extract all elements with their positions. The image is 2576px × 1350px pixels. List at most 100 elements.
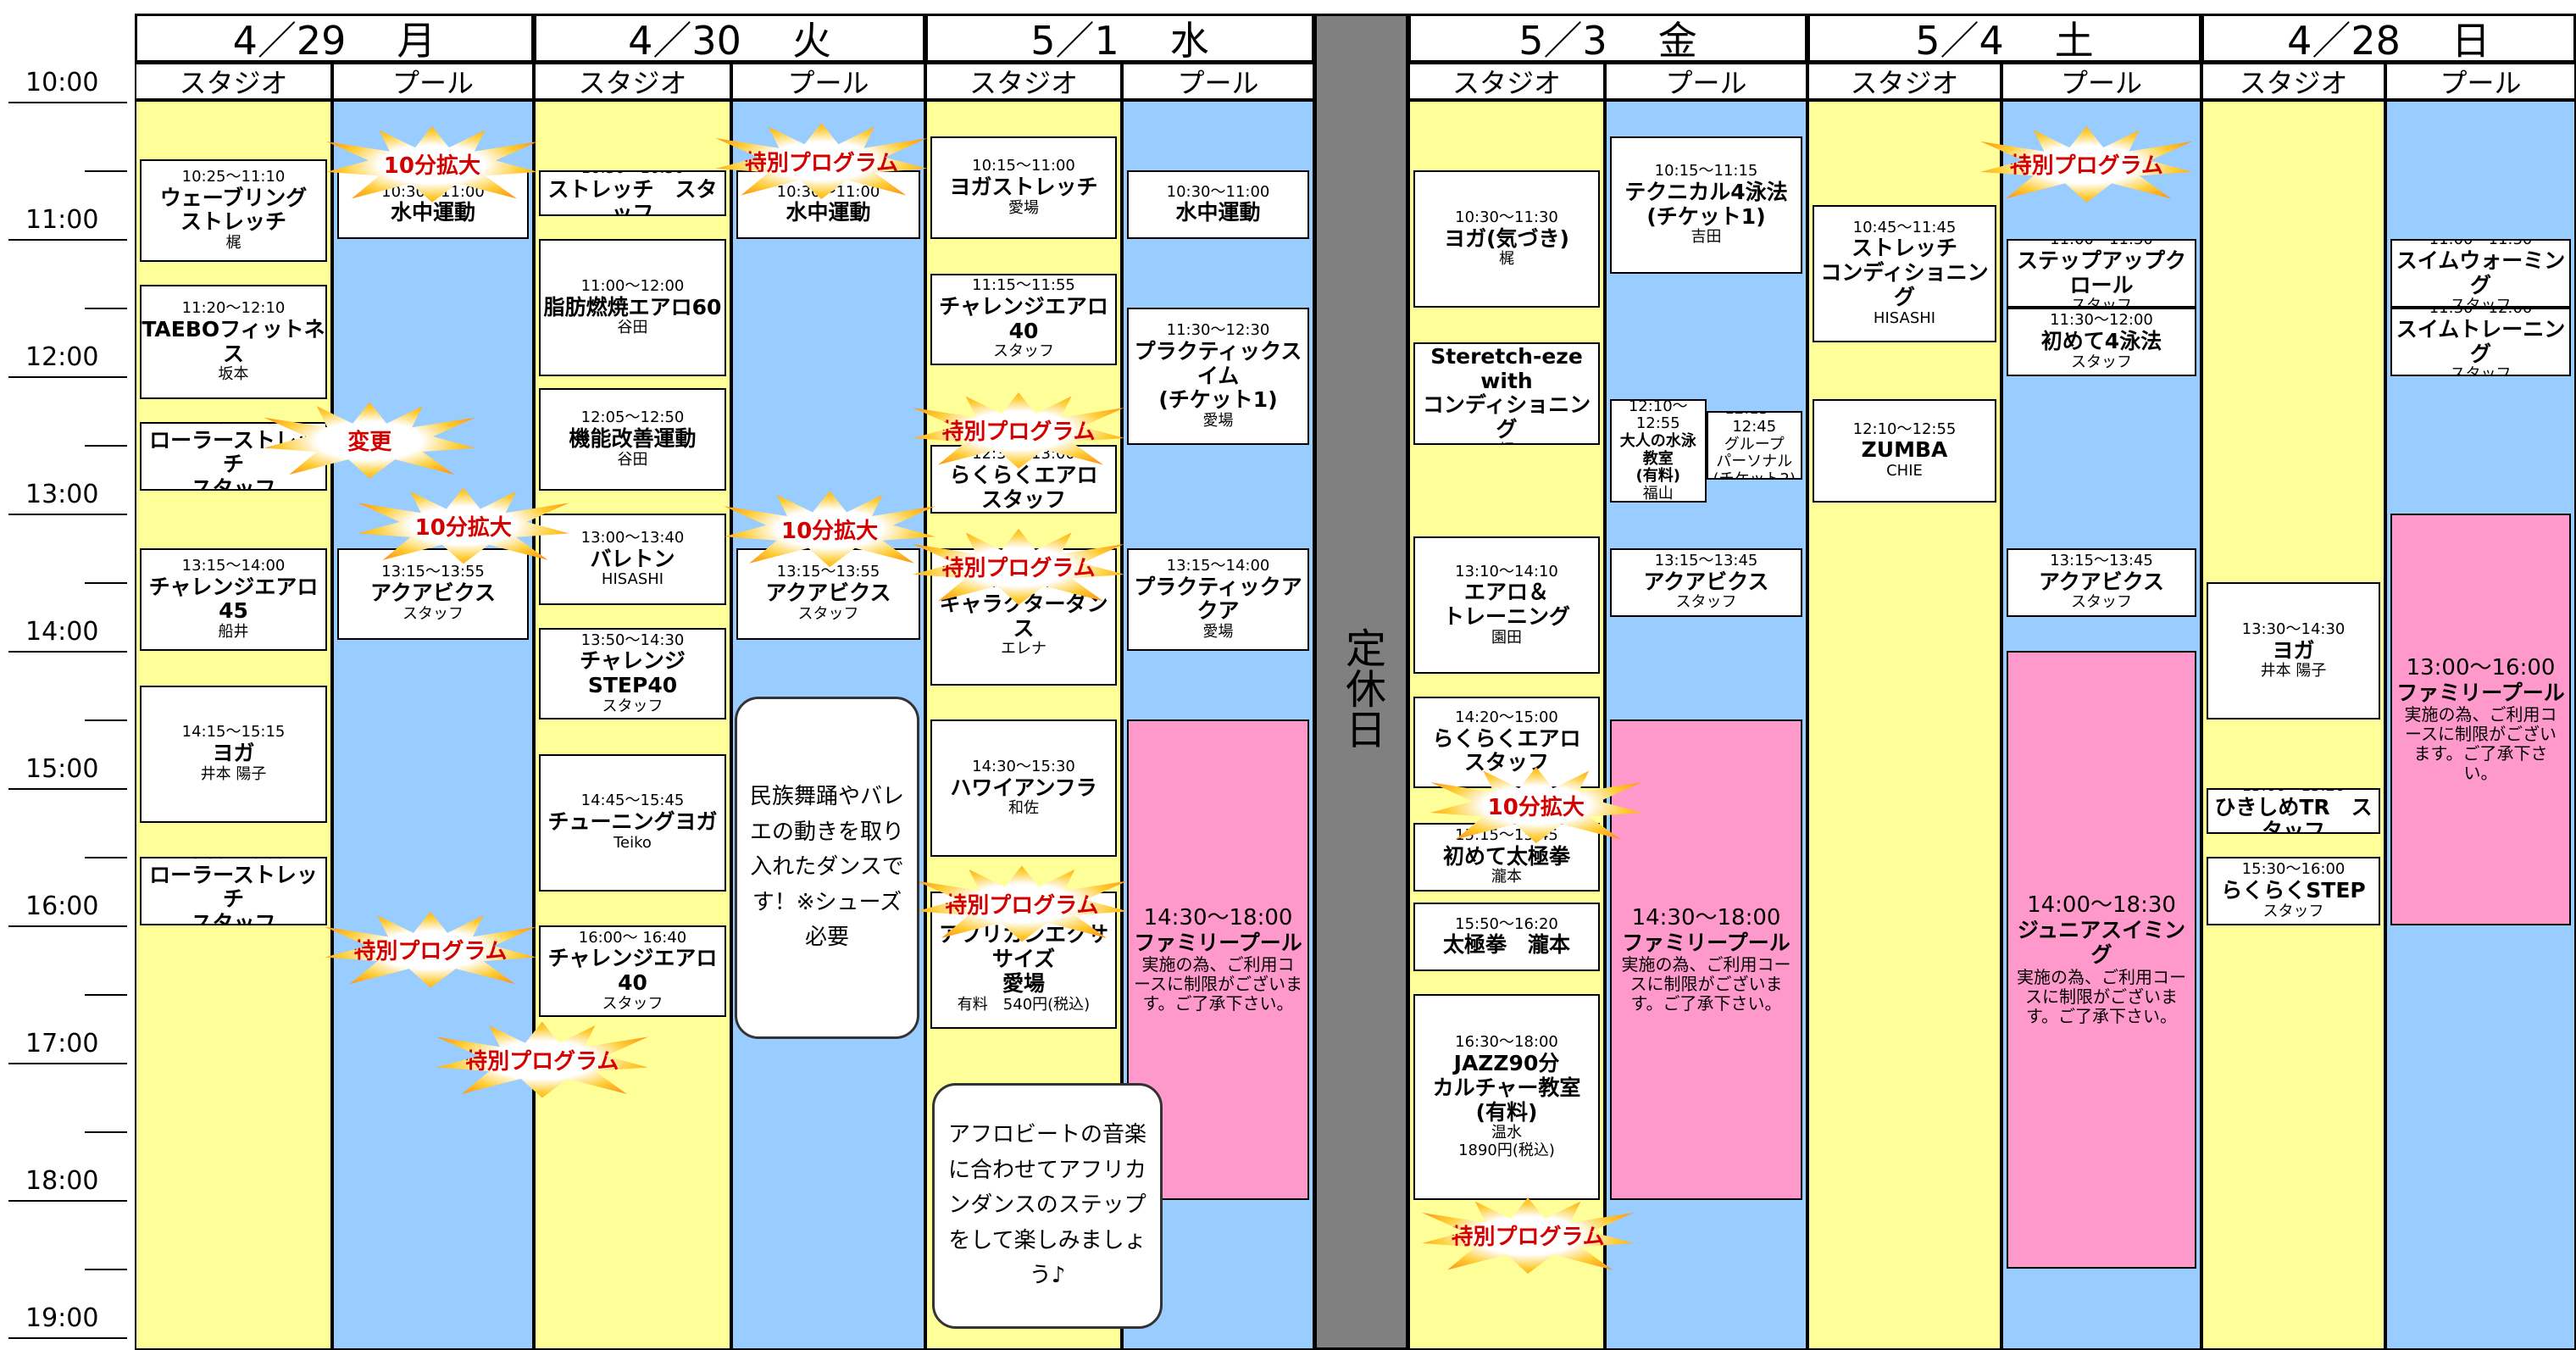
class-time: 13:15〜14:00	[181, 556, 286, 575]
class-time: 13:15〜13:45	[2050, 551, 2153, 569]
class-title: コンディショニング	[1422, 392, 1591, 442]
class-time: 14:30〜18:00	[1631, 904, 1781, 931]
class-block: 10:15〜11:00 ヨガストレッチ 愛場	[930, 136, 1117, 239]
half-line	[85, 308, 127, 309]
class-time: 14:20〜15:00	[1455, 708, 1558, 726]
class-block: 13:15〜14:00 プラクティックアクア 愛場	[1127, 547, 1309, 651]
class-time: 11:30〜12:30	[1166, 321, 1270, 340]
class-sub: 有料 540円(税込)	[957, 995, 1091, 1014]
class-time: 14:15〜15:15	[181, 723, 286, 742]
class-block: 11:20〜12:10 TAEBOフィットネス 坂本	[140, 285, 327, 399]
class-time: 15:00〜15:20	[2242, 790, 2346, 796]
class-title: 機能改善運動	[569, 425, 697, 451]
class-sub: スタッフ	[602, 994, 663, 1013]
class-sub: (チケット2)	[1713, 470, 1796, 477]
column-bg	[332, 100, 534, 1350]
class-block: 14:30〜15:30 ハワイアンフラ 和佐	[930, 719, 1117, 857]
class-block: 13:50〜14:30 チャレンジSTEP40 スタッフ	[539, 628, 726, 719]
class-sub: Teiko	[613, 833, 652, 852]
class-block: 11:30〜12:30 プラクティックスイム (チケット1) 愛場	[1127, 308, 1309, 445]
class-title: アクアビクス	[1643, 569, 1769, 594]
class-block: 14:30〜18:00 ファミリープール 実施の為、ご利用コースに制限がございます。…	[1610, 719, 1802, 1200]
class-time: 11:00〜11:30	[2050, 239, 2153, 249]
class-block: 10:25〜11:10 ウェーブリング ストレッチ梶	[140, 158, 327, 262]
class-title: 水中運動	[390, 200, 475, 225]
class-block: 10:30〜11:30 ヨガ(気づき) 梶	[1413, 170, 1600, 308]
class-title: 愛場	[1002, 970, 1045, 996]
class-sub: 愛場	[1008, 198, 1039, 217]
class-block: 14:45〜15:45 チューニングヨガ Teiko	[539, 753, 726, 892]
class-note: 実施の為、ご利用コースに制限がございます。ご了承下さい。	[2404, 704, 2557, 784]
column-header: プール	[2385, 63, 2576, 100]
class-title: 大人の水泳	[1619, 432, 1696, 451]
class-title: 初めて太極拳	[1442, 843, 1570, 869]
class-title: チャレンジSTEP40	[580, 648, 686, 697]
time-label: 14:00	[25, 617, 99, 647]
class-sub: 谷田	[617, 450, 648, 469]
time-label: 11:00	[25, 205, 99, 235]
class-time: 11:30〜12:00	[2050, 311, 2153, 330]
sticker: 特別プログラム	[715, 123, 928, 199]
class-title: チャレンジエアロ40	[939, 293, 1108, 343]
class-title: (チケット1)	[1158, 387, 1278, 413]
class-block: 10:45〜11:45 ストレッチ コンディショニング HISASHI	[1813, 204, 1996, 342]
class-title: ファミリープール	[1622, 930, 1790, 955]
time-label: 18:00	[25, 1166, 99, 1196]
class-title: TAEBOフィットネス	[142, 316, 325, 366]
time-label: 19:00	[25, 1303, 99, 1333]
column-header: スタジオ	[1408, 63, 1605, 100]
class-block: 15:15〜15:45 初めて太極拳 瀧本	[1413, 822, 1600, 892]
class-time: 14:30〜15:30	[972, 757, 1075, 775]
class-title: ファミリープール	[2396, 680, 2565, 705]
day-weekday: 月	[397, 18, 436, 64]
class-block: 11:30〜12:00 スイムトレーニング スタッフ	[2390, 308, 2571, 376]
class-title: プラクティックスイム	[1134, 338, 1302, 388]
class-note: 実施の為、ご利用コースに制限がございます。ご了承下さい。	[1621, 954, 1791, 1014]
class-title: JAZZ90分	[1453, 1051, 1560, 1076]
class-block: 12:20〜12:50ローラーストレッチスタッフ	[140, 422, 327, 491]
class-time: 14:45〜15:45	[580, 792, 685, 810]
class-sub: スタッフ	[602, 697, 663, 715]
class-title: ヨガストレッチ	[949, 174, 1098, 199]
column-header: プール	[332, 63, 534, 100]
class-sub: 梶	[1499, 250, 1514, 269]
half-line	[85, 170, 127, 172]
class-time: 14:30〜18:00	[1143, 904, 1293, 931]
column-header: スタジオ	[2201, 63, 2385, 100]
class-sub: 温水	[1491, 1124, 1522, 1142]
class-time: 13:15〜14:00	[1166, 556, 1270, 575]
day-header: 5／3 金	[1408, 14, 1807, 64]
class-title: ひきしめTR スタッフ	[2214, 794, 2373, 834]
class-title: テクニカル4泳法	[1624, 179, 1788, 204]
class-block: 13:00〜16:00 ファミリープール 実施の為、ご利用コースに制限がございます。…	[2390, 514, 2571, 925]
hour-line	[8, 514, 127, 515]
column-bg	[2201, 100, 2385, 1350]
class-block: 15:50〜16:20 太極拳 瀧本	[1413, 903, 1600, 971]
class-sub: スタッフ	[1675, 593, 1737, 612]
class-block: 11:00〜11:30 ステップアップクロール スタッフ	[2007, 239, 2196, 308]
class-block: 14:20〜15:00 らくらくエアロ スタッフ	[1413, 697, 1600, 788]
class-title: 脂肪燃焼エアロ60	[543, 294, 722, 319]
class-title: エアロ＆	[1463, 580, 1549, 605]
class-title: Steretch-eze with	[1430, 343, 1583, 393]
class-title: ヨガ	[212, 741, 255, 766]
class-block: 16:00〜 16:40 チャレンジエアロ40 スタッフ	[539, 925, 726, 1017]
class-time: 12:10〜12:55	[1628, 399, 1688, 433]
class-time: 13:50〜14:30	[580, 631, 685, 649]
hour-line	[8, 925, 127, 927]
class-sub: 船井	[218, 623, 249, 641]
class-time: 12:05〜12:50	[580, 408, 685, 427]
class-title: らくらくエアロ スタッフ	[1432, 725, 1598, 775]
time-label: 12:00	[25, 342, 99, 372]
class-block: 16:30〜18:00 JAZZ90分 カルチャー教室 (有料) 温水 1890円(税込)	[1413, 994, 1600, 1200]
class-sub: 瀧本	[1491, 868, 1522, 886]
class-block: 13:10〜14:10 エアロ＆ トレーニング 園田	[1413, 536, 1600, 674]
class-time: 10:15〜11:15	[1654, 162, 1758, 181]
hour-line	[8, 1337, 127, 1339]
class-title: 教室	[1642, 449, 1674, 468]
half-line	[85, 1131, 127, 1133]
class-sub: スタッフ	[2071, 297, 2132, 308]
class-sub: スタッフ	[797, 604, 859, 623]
class-title: ハワイアンフラ	[950, 775, 1097, 800]
